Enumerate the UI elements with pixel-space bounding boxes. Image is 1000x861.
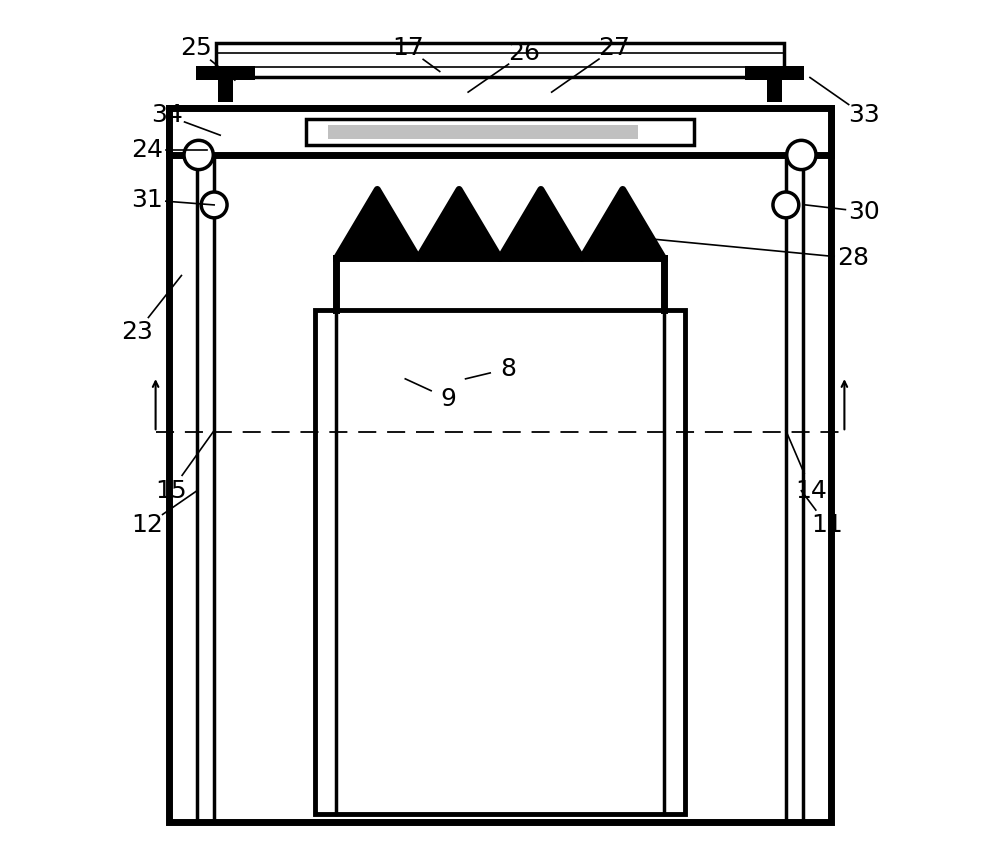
Circle shape [201,192,227,218]
Text: 27: 27 [599,36,630,60]
Text: 26: 26 [508,41,540,65]
Text: 23: 23 [121,320,153,344]
Text: 30: 30 [848,200,880,224]
Polygon shape [336,189,664,258]
Text: 28: 28 [837,246,869,270]
Bar [328,125,638,139]
Circle shape [787,140,816,170]
Bar [169,108,831,822]
Bar [306,119,694,145]
Circle shape [773,192,799,218]
Text: 25: 25 [180,36,212,60]
Text: 8: 8 [501,356,517,381]
Bar [767,77,782,102]
Text: 24: 24 [131,138,163,162]
Text: 34: 34 [151,103,183,127]
Text: 12: 12 [131,513,163,537]
Text: 17: 17 [392,36,424,60]
Text: 31: 31 [131,188,163,212]
Text: 33: 33 [848,103,880,127]
Text: 15: 15 [155,479,187,503]
Text: 14: 14 [796,479,828,503]
Bar [196,66,255,80]
Circle shape [184,140,213,170]
Text: 11: 11 [811,513,843,537]
Bar [169,108,831,155]
Bar [218,77,233,102]
Text: 9: 9 [440,387,456,411]
Bar [745,66,804,80]
Bar [216,43,784,77]
Bar [315,310,685,814]
